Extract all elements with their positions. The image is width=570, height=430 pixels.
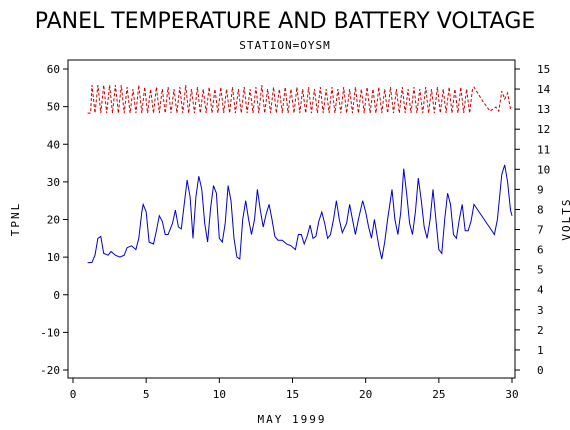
y-left-tick-label: -20	[40, 364, 60, 377]
y-right-tick-label: 5	[537, 264, 544, 277]
y-left-tick-label: 30	[47, 176, 60, 189]
chart-subtitle: STATION=OYSM	[239, 39, 330, 52]
chart-title: PANEL TEMPERATURE AND BATTERY VOLTAGE	[35, 9, 536, 34]
y-left-tick-label: 10	[47, 251, 60, 264]
y-left-tick-label: 0	[53, 289, 60, 302]
y-right-tick-label: 11	[537, 143, 550, 156]
y-right-tick-label: 12	[537, 123, 550, 136]
y-axis-left-label: TPNL	[9, 202, 22, 237]
y-right-tick-label: 10	[537, 163, 550, 176]
x-tick-label: 15	[286, 388, 299, 401]
y-right-tick-label: 0	[537, 364, 544, 377]
y-right-tick-label: 14	[537, 83, 551, 96]
y-left-tick-label: 20	[47, 214, 60, 227]
plot-area	[87, 85, 513, 264]
x-axis-label: MAY 1999	[258, 413, 327, 426]
y-right-tick-label: 2	[537, 324, 544, 337]
tick-labels: 0 5 10 15 20 25 30-20-100102030405060012345678…	[40, 63, 550, 401]
y-right-tick-label: 8	[537, 203, 544, 216]
panel-temperature-line	[87, 164, 513, 264]
y-right-tick-label: 4	[537, 284, 544, 297]
y-right-tick-label: 7	[537, 224, 544, 237]
x-tick-label: 30	[505, 388, 518, 401]
axes	[63, 59, 520, 383]
y-right-tick-label: 15	[537, 63, 550, 76]
y-left-tick-label: 40	[47, 138, 60, 151]
y-right-tick-label: 1	[537, 344, 544, 357]
y-right-tick-label: 6	[537, 244, 544, 257]
y-left-tick-label: 50	[47, 101, 60, 114]
x-tick-label: 25	[432, 388, 445, 401]
y-right-tick-label: 9	[537, 183, 544, 196]
y-left-tick-label: -10	[40, 326, 60, 339]
y-right-tick-label: 13	[537, 103, 550, 116]
y-right-tick-label: 3	[537, 304, 544, 317]
y-left-tick-label: 60	[47, 63, 60, 76]
battery-voltage-line	[87, 85, 513, 114]
x-tick-label: 0	[70, 388, 77, 401]
x-tick-label: 10	[213, 388, 226, 401]
x-tick-label: 5	[143, 388, 150, 401]
x-tick-label: 20	[359, 388, 372, 401]
y-axis-right-label: VOLTS	[560, 197, 570, 240]
